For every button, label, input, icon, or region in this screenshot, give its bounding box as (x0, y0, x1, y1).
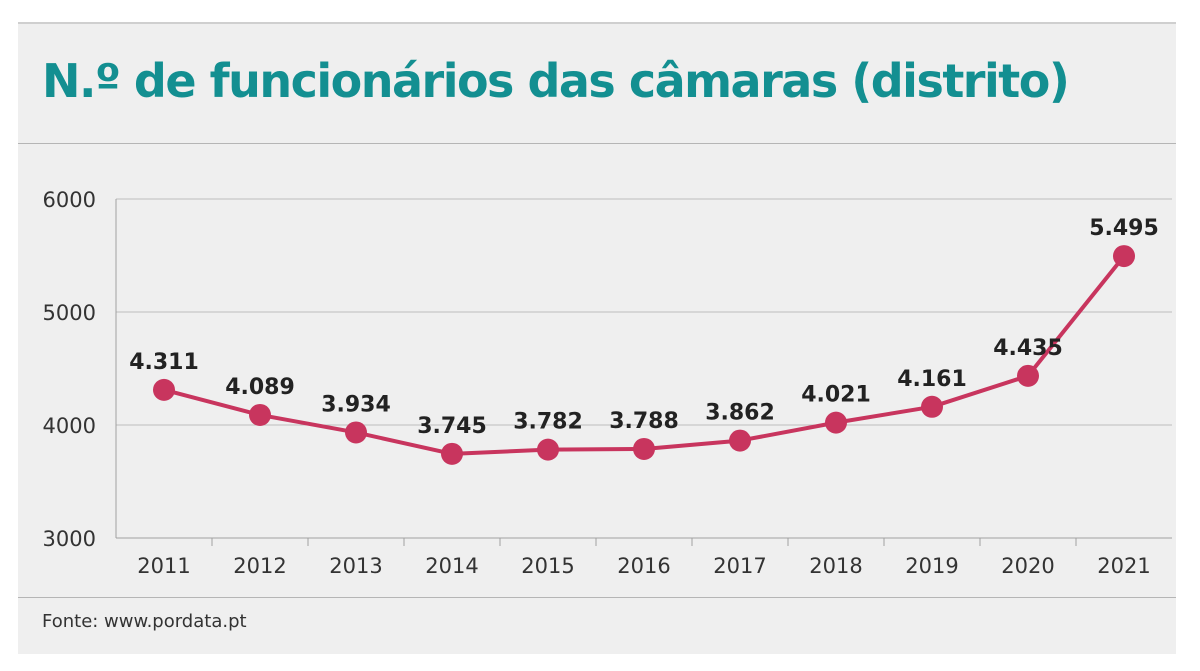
chart-title: N.º de funcionários das câmaras (distrit… (42, 54, 1070, 108)
y-tick-label: 6000 (43, 188, 96, 212)
y-tick-label: 3000 (43, 527, 96, 551)
data-point (825, 411, 847, 434)
x-tick-label: 2014 (425, 554, 478, 578)
data-point (729, 429, 751, 452)
data-label: 4.435 (993, 336, 1063, 361)
x-tick-label: 2016 (617, 554, 670, 578)
data-label: 3.782 (513, 410, 583, 435)
data-point (345, 421, 367, 444)
data-label: 3.862 (705, 401, 775, 426)
data-label: 3.745 (417, 414, 487, 439)
chart-panel (18, 24, 1176, 654)
data-point (249, 403, 271, 426)
data-point (1017, 364, 1039, 387)
x-tick-label: 2012 (233, 554, 286, 578)
data-point (441, 442, 463, 465)
data-point (921, 395, 943, 418)
title-separator (18, 143, 1176, 144)
data-point (1113, 245, 1135, 268)
data-label: 5.495 (1089, 216, 1159, 241)
data-point (153, 378, 175, 401)
x-tick-label: 2020 (1001, 554, 1054, 578)
x-tick-label: 2019 (905, 554, 958, 578)
data-label: 4.089 (225, 375, 295, 400)
data-point (537, 438, 559, 461)
data-label: 4.021 (801, 383, 871, 408)
x-tick-label: 2015 (521, 554, 574, 578)
x-tick-label: 2011 (137, 554, 190, 578)
y-tick-label: 5000 (43, 301, 96, 325)
data-label: 4.161 (897, 367, 967, 392)
footer-separator (18, 597, 1176, 598)
x-tick-label: 2013 (329, 554, 382, 578)
data-label: 3.934 (321, 392, 391, 417)
x-tick-label: 2017 (713, 554, 766, 578)
data-label: 4.311 (129, 350, 199, 375)
y-tick-label: 4000 (43, 414, 96, 438)
source-note: Fonte: www.pordata.pt (42, 611, 247, 632)
x-tick-label: 2021 (1097, 554, 1150, 578)
data-point (633, 437, 655, 460)
x-tick-label: 2018 (809, 554, 862, 578)
data-label: 3.788 (609, 409, 679, 434)
